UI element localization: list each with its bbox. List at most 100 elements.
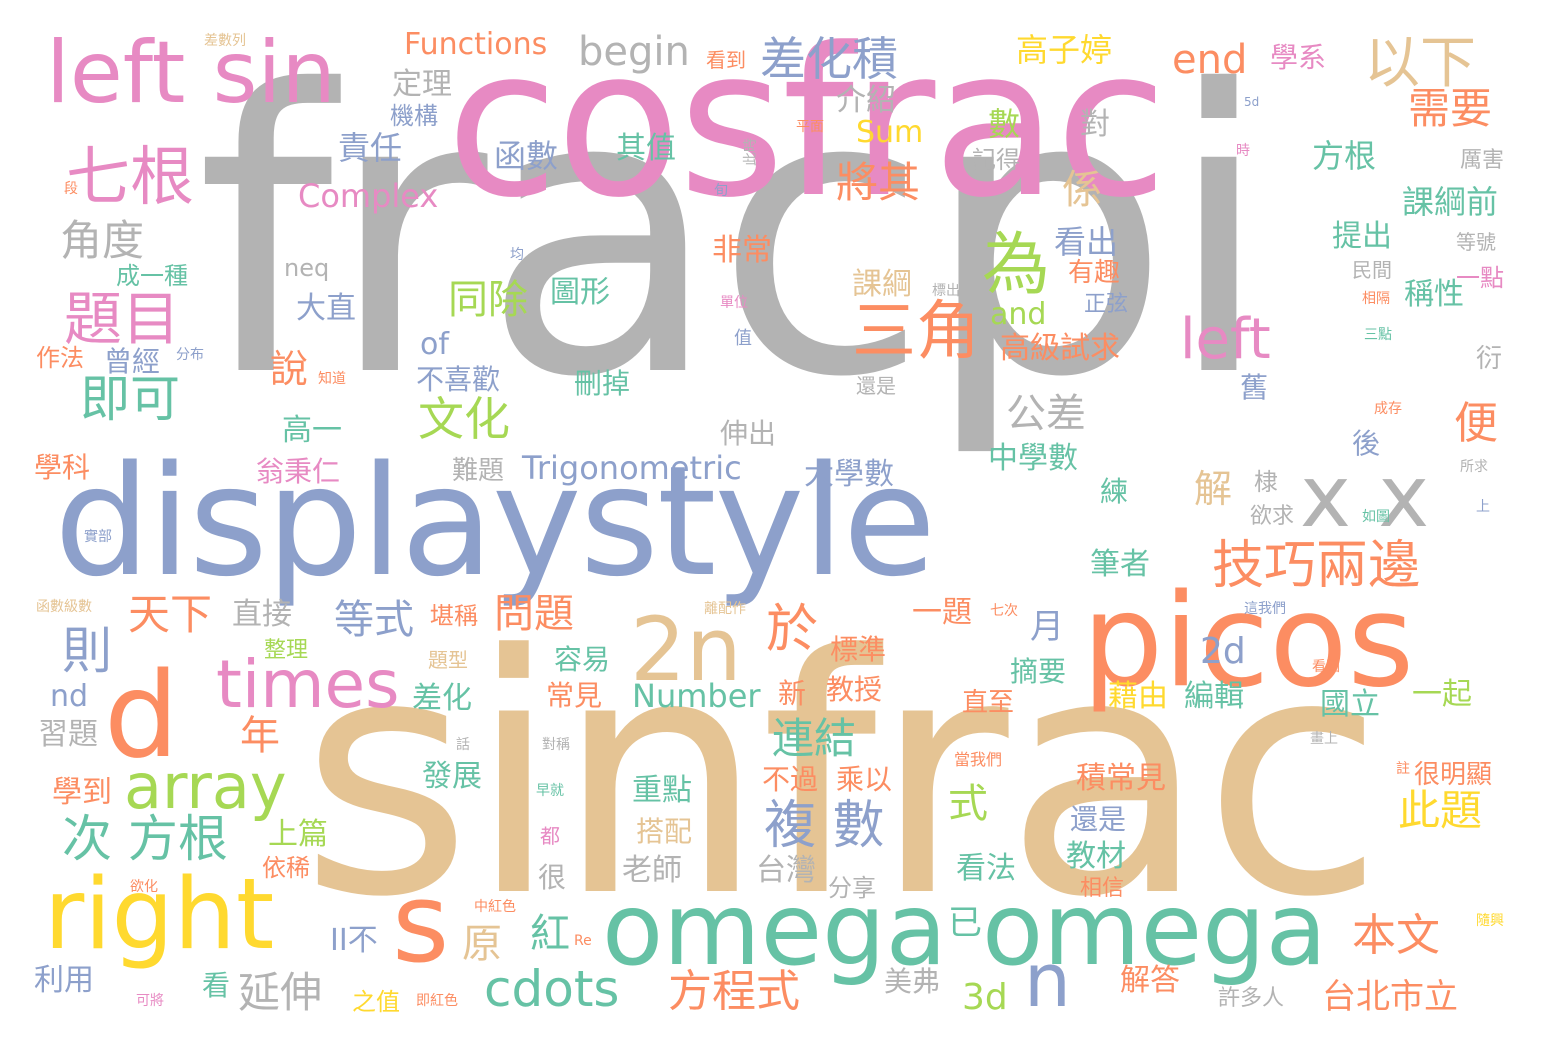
cloud-word: times <box>216 646 400 723</box>
cloud-word: 很明顯 <box>1414 760 1493 790</box>
cloud-word: 則 <box>62 622 112 680</box>
cloud-word: 可將 <box>136 993 164 1009</box>
cloud-word: 學科 <box>34 451 91 484</box>
cloud-word: 一點 <box>1456 264 1504 292</box>
cloud-word: Sum <box>856 115 924 150</box>
cloud-word: 此時 <box>743 138 759 166</box>
cloud-word: 文化 <box>418 392 510 446</box>
cloud-word: 題型 <box>428 648 468 672</box>
cloud-word: array <box>124 750 287 823</box>
cloud-word: 離配作 <box>704 601 746 617</box>
cloud-word: 將其 <box>836 158 921 207</box>
cloud-word: 高級試求 <box>1000 331 1120 366</box>
cloud-word: left sin <box>46 23 336 123</box>
cloud-word: 記得 <box>972 146 1020 174</box>
cloud-word: 欲化 <box>130 879 158 895</box>
cloud-word: right <box>44 858 275 972</box>
cloud-word: 常見 <box>546 679 603 712</box>
cloud-word: end <box>1172 37 1248 83</box>
cloud-word: sinfrac <box>300 585 1384 969</box>
cloud-word: 不過 <box>762 763 819 796</box>
cloud-word: 式 <box>948 781 988 827</box>
cloud-word: 課綱 <box>852 267 912 302</box>
cloud-word: 欲求 <box>1250 504 1295 529</box>
cloud-word: 知道 <box>318 371 346 387</box>
cloud-word: 老師 <box>622 853 682 888</box>
cloud-word: 棣 <box>1254 468 1278 496</box>
cloud-word: 角度 <box>60 216 145 265</box>
cloud-word: 等式 <box>334 597 414 643</box>
cloud-word: 實部 <box>84 529 112 545</box>
cloud-word: 說 <box>270 347 309 391</box>
cloud-word: 分布 <box>176 347 204 363</box>
cloud-word: 介紹 <box>836 83 896 118</box>
cloud-word: nd <box>50 679 89 714</box>
cloud-word: 機構 <box>390 102 438 130</box>
cloud-word: omega <box>982 871 1327 988</box>
cloud-word: 題目 <box>64 285 181 353</box>
cloud-word: 此題 <box>1398 786 1483 835</box>
cloud-word: 三角 <box>852 295 980 369</box>
cloud-word: 上 <box>1476 499 1490 515</box>
cloud-word: 看出 <box>1054 223 1119 261</box>
cloud-word: 直至 <box>962 688 1015 718</box>
cloud-word: 乘以 <box>836 763 893 796</box>
cloud-word: 衍 <box>1476 344 1503 374</box>
cloud-word: 技巧兩邊 <box>1212 536 1421 596</box>
cloud-word: 相信 <box>1080 876 1125 901</box>
cloud-word: fracpi <box>196 8 1273 462</box>
cloud-word: Number <box>632 677 761 715</box>
cloud-word: 看法 <box>956 851 1016 886</box>
cloud-word: 還是 <box>1070 803 1127 836</box>
cloud-word: 難題 <box>452 456 505 486</box>
cloud-word: displaystyle <box>54 433 936 610</box>
cloud-word: 三點 <box>1364 327 1392 343</box>
cloud-word: 月 <box>1030 607 1064 647</box>
cloud-word: n <box>1024 938 1071 1024</box>
cloud-word: 即紅色 <box>416 993 458 1009</box>
cloud-word: 民間 <box>1352 258 1392 282</box>
cloud-word: 對 <box>1080 107 1110 142</box>
cloud-word: picos <box>1082 567 1415 716</box>
cloud-word: 伸出 <box>720 417 777 450</box>
cloud-word: 看圖 <box>1312 659 1340 675</box>
cloud-word: 高子婷 <box>1016 31 1113 69</box>
cloud-word: 5d <box>1244 95 1260 109</box>
cloud-word: 均 <box>510 247 524 263</box>
cloud-word: 後 <box>1352 427 1381 460</box>
cloud-word: 新 <box>778 677 807 710</box>
cloud-word: II不 <box>330 923 378 958</box>
cloud-word: 原 <box>462 921 502 967</box>
cloud-word: 複 數 <box>764 796 885 856</box>
cloud-word: 練 <box>1100 475 1129 508</box>
cloud-word: 3d <box>962 977 1008 1018</box>
cloud-word: 稱性 <box>1404 277 1464 312</box>
cloud-word: 很 <box>538 861 567 894</box>
cloud-word: 註 <box>1396 761 1410 777</box>
cloud-word: 早就 <box>536 783 564 799</box>
cloud-word: 成一種 <box>116 262 188 290</box>
cloud-word: 同除 <box>448 277 528 323</box>
cloud-word: 成存 <box>1374 401 1402 417</box>
cloud-word: 差化積 <box>760 32 898 86</box>
cloud-word: 當我們 <box>954 750 1003 769</box>
cloud-word: 發展 <box>422 759 482 794</box>
cloud-word: 方根 <box>1312 137 1377 175</box>
cloud-word: 連結 <box>772 714 857 763</box>
cloud-word: Complex <box>298 177 439 215</box>
cloud-word: 紅 <box>530 911 570 957</box>
cloud-word: 筆者 <box>1090 547 1150 582</box>
cloud-word: 解 <box>1194 467 1233 511</box>
cloud-word: 定理 <box>392 67 452 102</box>
cloud-word: 依稀 <box>262 854 310 882</box>
cloud-word: 正弦 <box>1084 292 1129 317</box>
cloud-word: s <box>392 859 450 987</box>
cloud-word: 教授 <box>826 673 883 706</box>
cloud-word: 都 <box>540 824 560 848</box>
cloud-word: 圖形 <box>550 275 610 310</box>
cloud-word: 摘要 <box>1010 655 1067 688</box>
cloud-word: 差數列 <box>204 33 246 49</box>
cloud-word: 所求 <box>1460 459 1488 475</box>
cloud-word: 重點 <box>632 773 692 808</box>
cloud-word: 值 <box>734 328 752 349</box>
